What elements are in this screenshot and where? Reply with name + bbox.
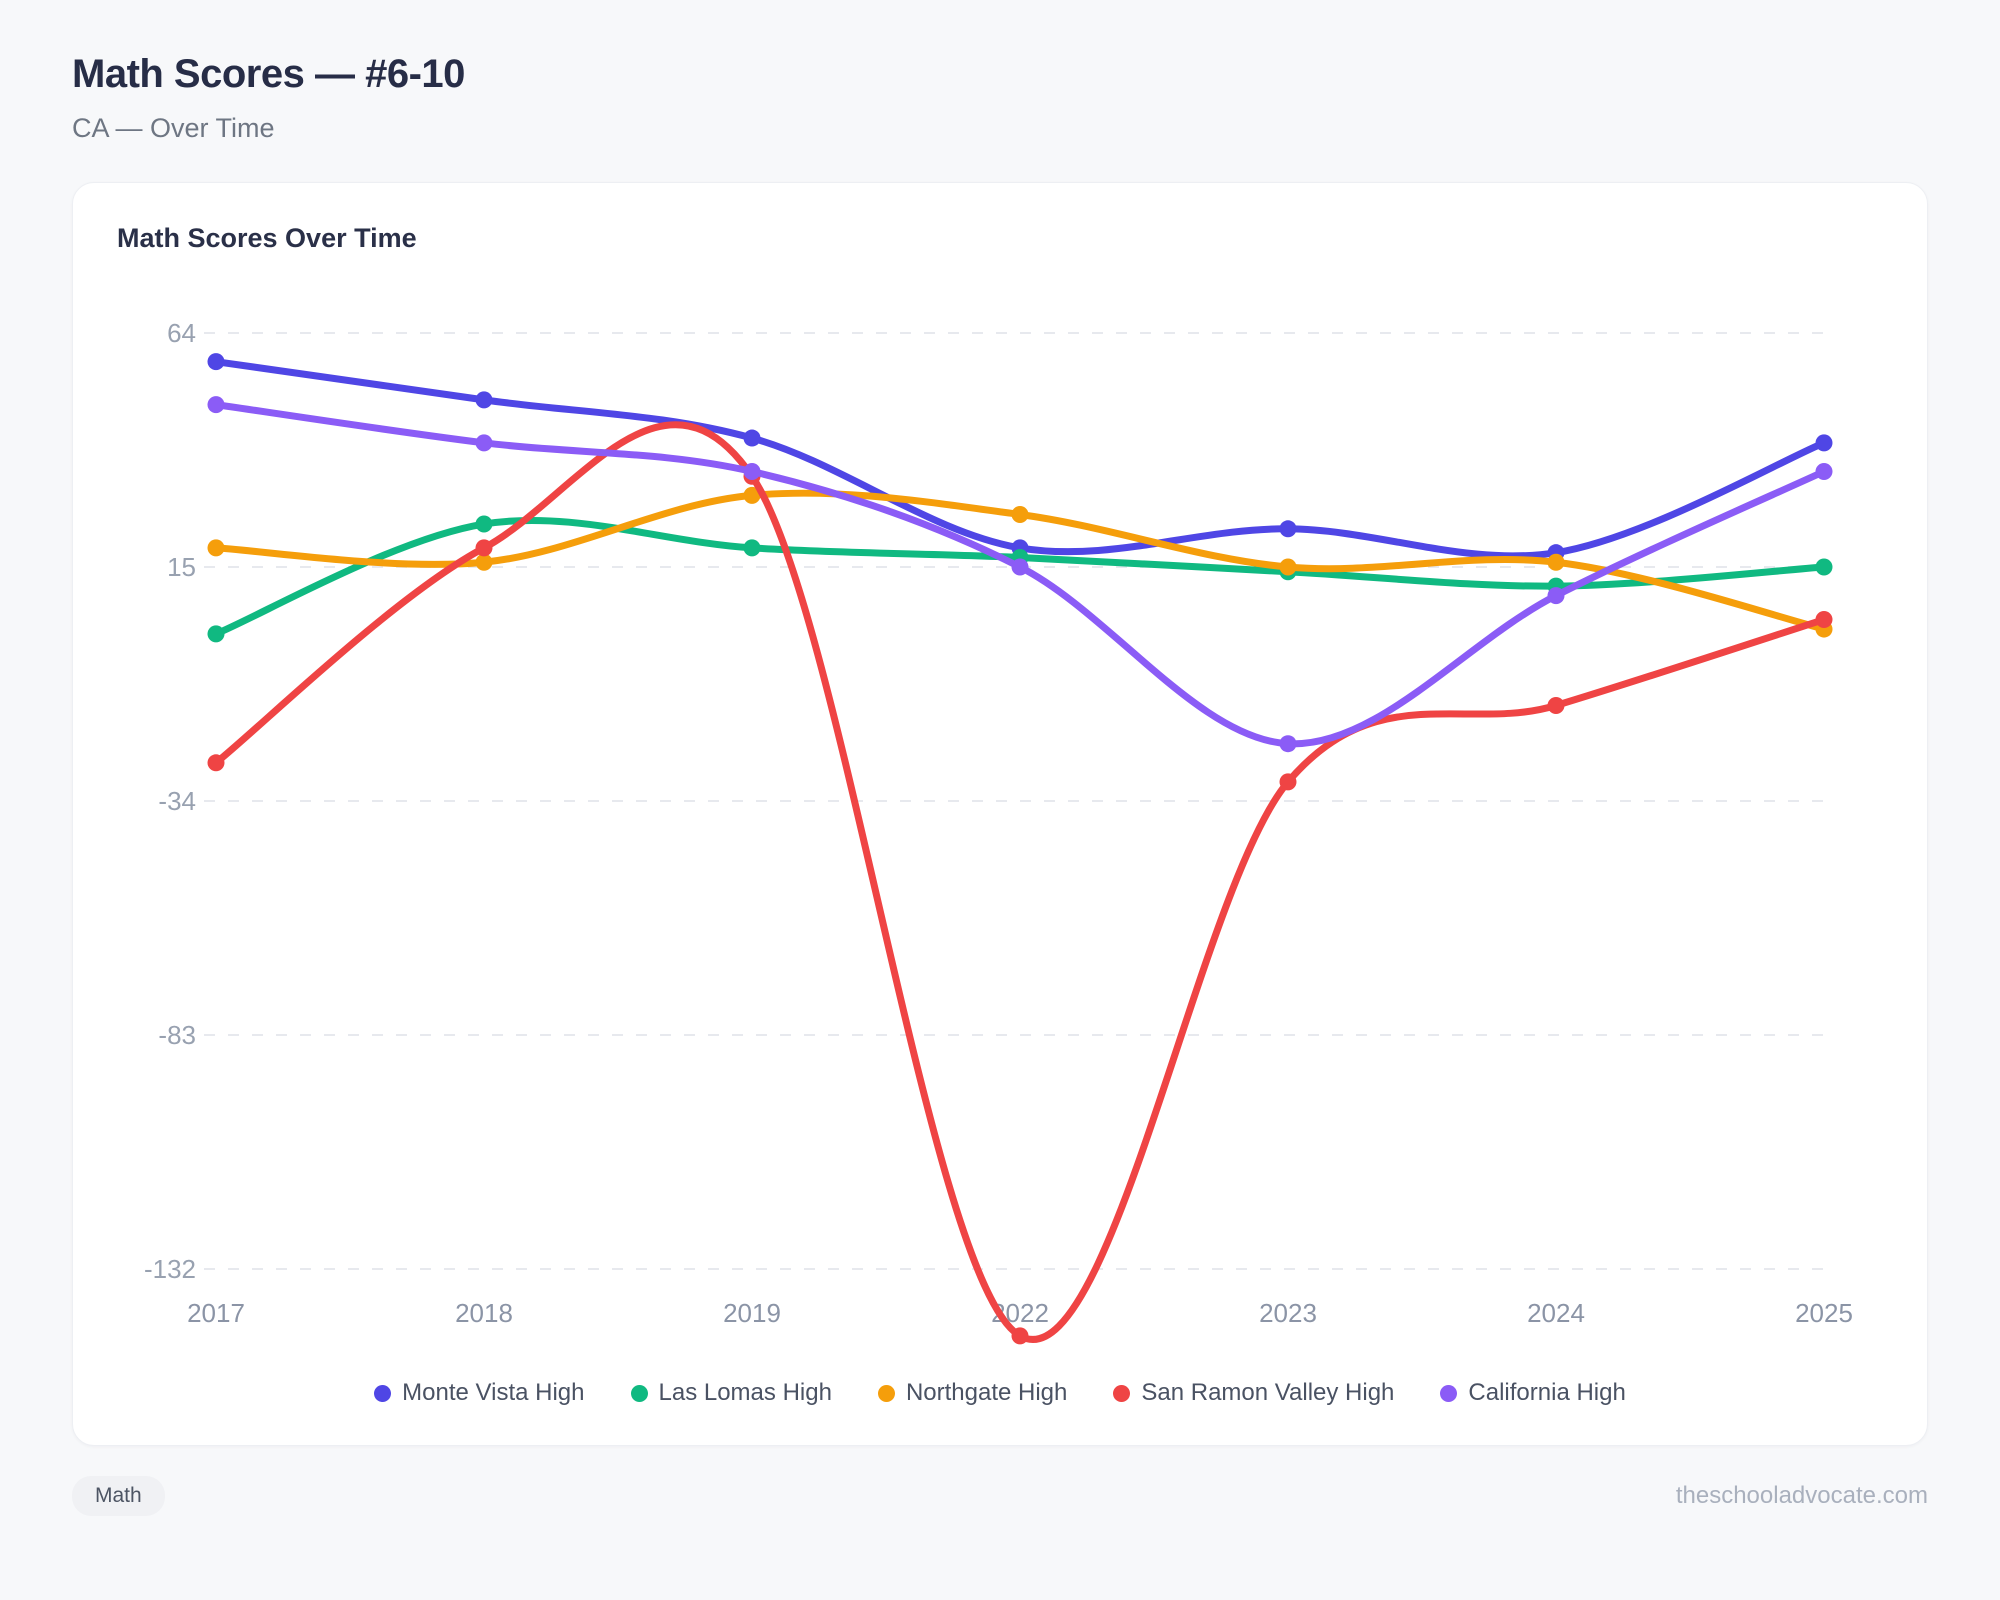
data-point-las-lomas-high (475, 515, 493, 533)
legend-item-san-ramon-valley-high[interactable]: San Ramon Valley High (1113, 1379, 1394, 1407)
data-point-california-high (1011, 558, 1029, 576)
data-point-northgate-high (1011, 505, 1029, 523)
page-footer: Math theschooladvocate.com (72, 1476, 1928, 1516)
y-tick-label: -132 (144, 1254, 196, 1284)
x-tick-label: 2023 (1259, 1298, 1317, 1328)
y-tick-label: 64 (167, 318, 196, 348)
y-tick-label: -83 (158, 1020, 196, 1050)
legend-label-monte-vista-high: Monte Vista High (402, 1379, 585, 1406)
x-tick-label: 2019 (723, 1298, 781, 1328)
legend-marker-california-high (1440, 1384, 1458, 1402)
data-point-las-lomas-high (207, 625, 225, 643)
y-tick-label: -34 (158, 786, 196, 816)
data-point-monte-vista-high (207, 353, 225, 371)
data-point-northgate-high (475, 553, 493, 571)
page-title: Math Scores — #6-10 (72, 52, 465, 96)
data-point-northgate-high (1279, 558, 1297, 576)
data-point-california-high (1279, 735, 1297, 753)
legend-label-las-lomas-high: Las Lomas High (658, 1379, 832, 1406)
x-tick-label: 2025 (1795, 1298, 1853, 1328)
data-point-monte-vista-high (475, 391, 493, 409)
x-tick-label: 2018 (455, 1298, 513, 1328)
data-point-san-ramon-valley-high (1815, 611, 1833, 629)
legend-label-northgate-high: Northgate High (905, 1379, 1068, 1406)
legend: Monte Vista High Las Lomas High Northgate … (73, 1379, 1927, 1407)
page-header: Math Scores — #6-10 CA — Over Time (0, 0, 2000, 144)
data-point-california-high (1815, 462, 1833, 480)
data-point-california-high (475, 434, 493, 452)
chart-title: Math Scores Over Time (117, 223, 417, 253)
legend-item-california-high[interactable]: California High (1440, 1379, 1626, 1407)
x-tick-label: 2024 (1527, 1298, 1585, 1328)
legend-item-las-lomas-high[interactable]: Las Lomas High (630, 1379, 832, 1407)
data-point-california-high (743, 462, 761, 480)
legend-marker-las-lomas-high (630, 1384, 648, 1402)
data-point-northgate-high (1547, 553, 1565, 571)
data-point-northgate-high (207, 539, 225, 557)
data-point-california-high (207, 396, 225, 414)
chart-card: Math Scores Over Time 64 15 -34 -83 -132 2017… (72, 182, 1928, 1446)
data-point-monte-vista-high (1815, 434, 1833, 452)
data-point-san-ramon-valley-high (207, 754, 225, 772)
data-point-monte-vista-high (1279, 520, 1297, 538)
legend-item-monte-vista-high[interactable]: Monte Vista High (374, 1379, 585, 1407)
legend-item-northgate-high[interactable]: Northgate High (877, 1379, 1068, 1407)
series-line-san-ramon-valley-high (212, 421, 1828, 1343)
data-point-northgate-high (743, 486, 761, 504)
data-point-san-ramon-valley-high (475, 539, 493, 557)
legend-label-california-high: California High (1468, 1379, 1626, 1406)
legend-label-san-ramon-valley-high: San Ramon Valley High (1141, 1379, 1395, 1406)
page-subtitle: CA — Over Time (72, 113, 275, 143)
data-point-san-ramon-valley-high (1011, 1327, 1029, 1345)
data-point-las-lomas-high (743, 539, 761, 557)
data-point-california-high (1547, 587, 1565, 605)
data-point-monte-vista-high (743, 429, 761, 447)
legend-marker-monte-vista-high (374, 1384, 392, 1402)
data-point-san-ramon-valley-high (1279, 773, 1297, 791)
data-point-las-lomas-high (1815, 558, 1833, 576)
legend-marker-northgate-high (877, 1384, 895, 1402)
subject-tag[interactable]: Math (72, 1476, 165, 1516)
series-line-las-lomas-high (212, 516, 1828, 638)
site-text: theschooladvocate.com (1675, 1482, 1928, 1509)
data-point-san-ramon-valley-high (1547, 696, 1565, 714)
x-tick-label: 2017 (187, 1298, 245, 1328)
legend-marker-san-ramon-valley-high (1113, 1384, 1131, 1402)
y-tick-label: 15 (167, 552, 196, 582)
